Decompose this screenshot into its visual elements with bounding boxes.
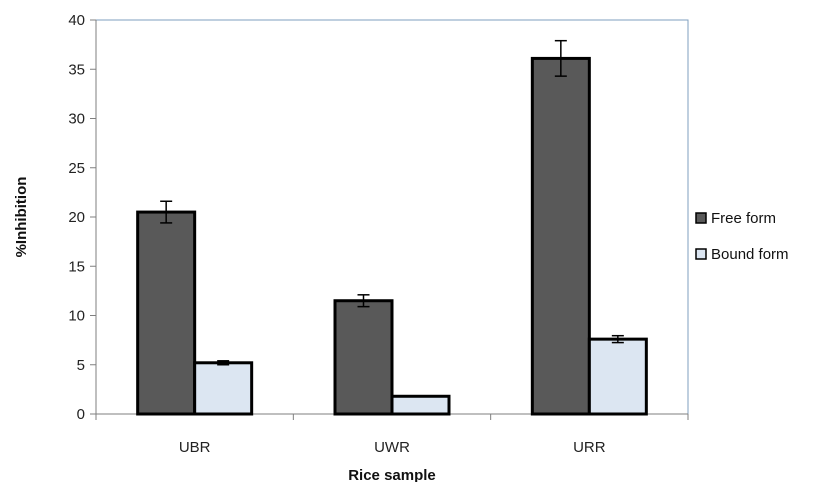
legend-label: Free form (711, 210, 776, 227)
y-tick-label: 15 (68, 258, 85, 275)
x-tick-label: UWR (374, 439, 410, 456)
y-tick-label: 40 (68, 12, 85, 29)
y-tick-label: 10 (68, 308, 85, 325)
bar-free-form-uwr (333, 299, 394, 416)
error-bars (160, 39, 624, 366)
y-tick-label: 20 (68, 209, 85, 226)
y-tick-label: 5 (77, 357, 85, 374)
bar-bound-form-uwr (390, 394, 451, 416)
y-tick-label: 30 (68, 111, 85, 128)
bar-free-form-urr (530, 56, 591, 416)
legend-swatch (695, 212, 707, 224)
x-tick-label: UBR (179, 439, 211, 456)
y-tick-label: 35 (68, 61, 85, 78)
legend-swatch (695, 248, 707, 260)
x-tick-label: URR (573, 439, 606, 456)
y-axis-title: %Inhibition (13, 177, 30, 258)
x-axis: UBR UWR URR (95, 413, 689, 456)
y-tick-label: 25 (68, 160, 85, 177)
bars (136, 56, 648, 416)
x-axis-title: Rice sample (348, 467, 436, 482)
bar-bound-form-ubr (193, 361, 254, 416)
y-axis: 0 5 10 15 20 25 30 35 40 (68, 12, 97, 423)
legend: Free form Bound form (695, 210, 789, 263)
bar-bound-form-urr (587, 337, 648, 416)
legend-label: Bound form (711, 246, 789, 263)
y-tick-label: 0 (77, 406, 85, 423)
bar-free-form-ubr (136, 210, 197, 416)
